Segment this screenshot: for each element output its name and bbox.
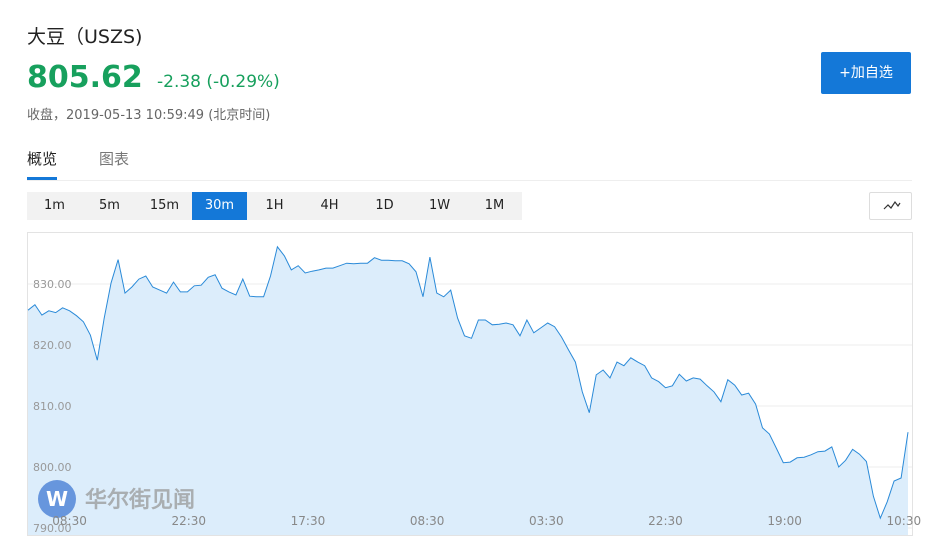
y-tick-label: 790.00 bbox=[33, 522, 72, 535]
watermark: W 华尔街见闻 bbox=[38, 480, 195, 518]
timeframe-button[interactable]: 1m bbox=[44, 198, 65, 213]
x-tick-label: 17:30 bbox=[291, 514, 326, 528]
x-tick-label: 19:00 bbox=[767, 514, 802, 528]
x-tick-label: 03:30 bbox=[529, 514, 564, 528]
x-tick-label: 08:30 bbox=[410, 514, 445, 528]
price: 805.62 bbox=[27, 60, 143, 95]
price-change: -2.38 (-0.29%) bbox=[157, 72, 280, 92]
y-tick-label: 810.00 bbox=[33, 400, 72, 413]
timeframe-button[interactable]: 1W bbox=[428, 198, 451, 213]
tab[interactable]: 概览 bbox=[27, 148, 58, 180]
tab-bar: 概览 图表 bbox=[27, 146, 912, 181]
y-tick-label: 820.00 bbox=[33, 339, 72, 352]
timeframe-button[interactable]: 4H bbox=[320, 198, 339, 213]
watch-button[interactable]: +加自选 bbox=[821, 52, 911, 94]
x-tick-label: 22:30 bbox=[171, 514, 206, 528]
chart-style-button[interactable] bbox=[869, 192, 912, 220]
icon bbox=[883, 200, 901, 210]
x-tick-label: 22:30 bbox=[648, 514, 683, 528]
y-tick-label: 830.00 bbox=[33, 278, 72, 291]
watermark-logo-letter: W bbox=[46, 487, 68, 511]
y-tick-label: 800.00 bbox=[33, 461, 72, 474]
title: 大豆（USZS) bbox=[27, 26, 143, 48]
x-tick-label: 10:30 bbox=[887, 514, 922, 528]
price-line bbox=[27, 245, 909, 520]
timeframe-button[interactable]: 30m bbox=[192, 192, 247, 220]
status: 收盘，2019-05-13 10:59:49 (北京时间) bbox=[27, 108, 271, 123]
area-fill bbox=[28, 246, 908, 536]
timeframe-button[interactable]: 1H bbox=[265, 198, 284, 213]
watermark-logo bbox=[38, 480, 76, 518]
watermark-text: 华尔街见闻 bbox=[85, 487, 195, 513]
timeframe-button[interactable]: 1M bbox=[484, 198, 505, 213]
timeframe-button[interactable]: 15m bbox=[149, 198, 180, 213]
timeframe-button[interactable]: 1D bbox=[375, 198, 394, 213]
timeframe-button[interactable]: 5m bbox=[99, 198, 120, 213]
timeframe-bar: 1m 5m 15m 30m 1H 4H 1D 1W 1M bbox=[27, 192, 522, 220]
x-tick-label: 08:30 bbox=[52, 514, 87, 528]
tab[interactable]: 图表 bbox=[99, 150, 130, 168]
